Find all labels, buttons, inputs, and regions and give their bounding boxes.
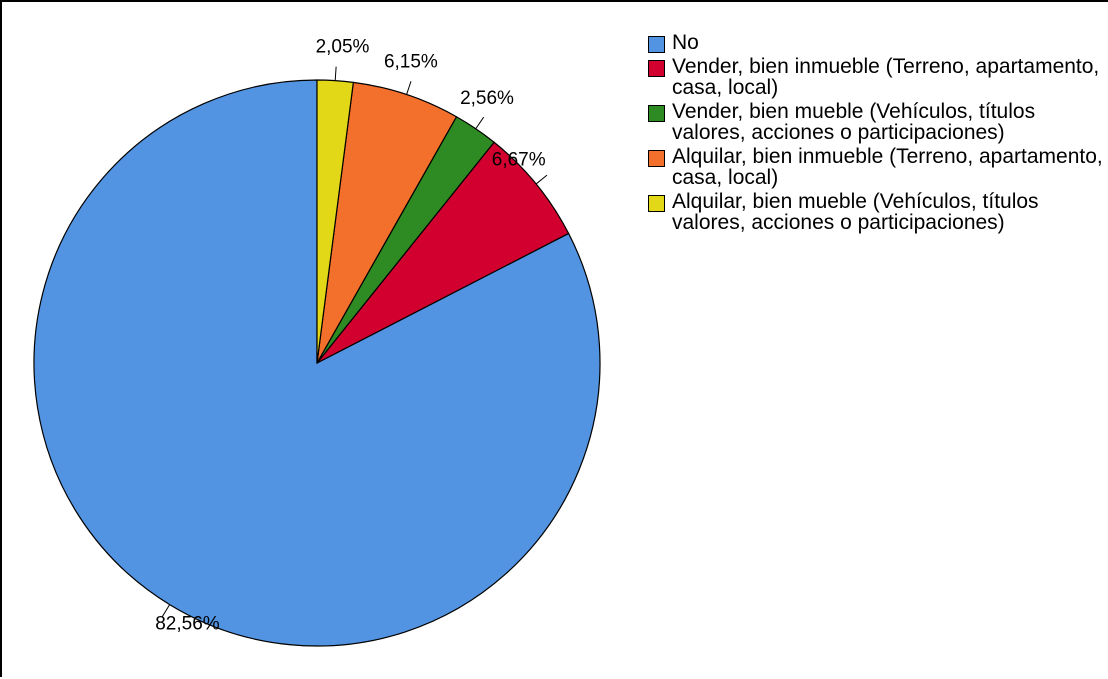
legend-item-vender-mueble: Vender, bien mueble (Vehículos, títulos … [648, 101, 1108, 143]
legend-item-alquilar-mueble: Alquilar, bien mueble (Vehículos, título… [648, 191, 1108, 233]
leader-line [334, 66, 337, 81]
legend-swatch [648, 36, 665, 53]
legend-swatch [648, 105, 665, 122]
legend-label: Alquilar, bien inmueble (Terreno, aparta… [672, 145, 1103, 189]
legend-label: Vender, bien mueble (Vehículos, títulos … [672, 100, 1036, 144]
leader-line [535, 174, 548, 185]
legend-label: Alquilar, bien mueble (Vehículos, título… [672, 190, 1039, 234]
legend-swatch [648, 195, 665, 212]
slice-label-vender-mueble: 2,56% [460, 88, 514, 109]
legend-swatch [648, 60, 665, 77]
slice-label-alquilar-inmueble: 6,15% [384, 52, 438, 73]
slice-label-vender-inmueble: 6,67% [492, 149, 546, 170]
legend-label: No [672, 31, 699, 54]
legend-item-vender-inmueble: Vender, bien inmueble (Terreno, apartame… [648, 56, 1108, 98]
leader-line [161, 604, 171, 617]
legend-item-alquilar-inmueble: Alquilar, bien inmueble (Terreno, aparta… [648, 146, 1108, 188]
pie-chart: 82,56% 6,67% 2,56% 6,15% 2,05% [33, 37, 601, 647]
pie-slice-vender-inmueble [316, 141, 570, 364]
chart-legend: No Vender, bien inmueble (Terreno, apart… [648, 32, 1108, 236]
legend-swatch [648, 150, 665, 167]
leader-line [406, 81, 412, 95]
legend-label: Vender, bien inmueble (Terreno, apartame… [672, 55, 1100, 99]
slice-label-alquilar-mueble: 2,05% [316, 37, 370, 58]
leader-line [475, 116, 485, 130]
slice-label-no: 82,56% [155, 614, 220, 635]
legend-item-no: No [648, 32, 1108, 53]
